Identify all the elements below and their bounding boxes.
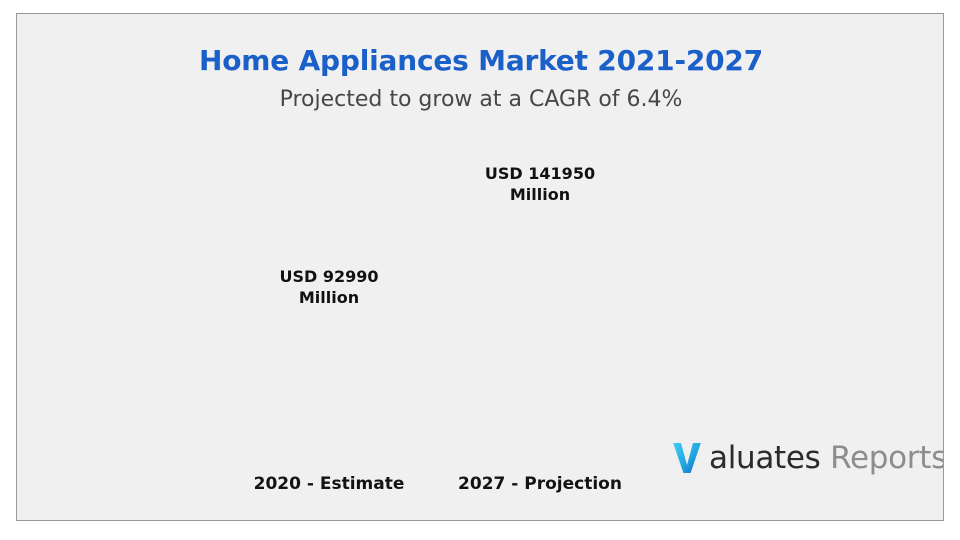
bar-value-line-2: Million [509, 184, 571, 204]
bar-value-line-1: USD 141950 [484, 163, 596, 183]
bar-category-label: 2027 - Projection [458, 474, 622, 494]
bar-value-line-2: Million [298, 287, 360, 307]
bar-value-label: USD 92990 Million [279, 266, 378, 308]
brand-wordmark: aluates Reports [709, 440, 944, 476]
bar-value-line-1: USD 92990 [279, 266, 379, 286]
brand-logo: aluates Reports [672, 436, 944, 480]
bar-group: USD 92990 Million 2020 - Estimate [254, 267, 405, 494]
brand-word-secondary-text: Reports [830, 440, 944, 476]
valuates-v-icon [673, 443, 701, 473]
chart-title: Home Appliances Market 2021-2027 [198, 44, 763, 77]
brand-word-secondary [821, 440, 831, 476]
chart-subtitle: Projected to grow at a CAGR of 6.4% [279, 87, 683, 112]
plot-area: USD 92990 Million 2020 - Estimate USD 14… [17, 14, 943, 520]
bar-category-label: 2020 - Estimate [253, 474, 405, 494]
chart-card: Home Appliances Market 2021-2027 Project… [16, 13, 944, 521]
bar-value-label: USD 141950 Million [485, 163, 595, 205]
brand-word-primary: aluates [709, 440, 821, 476]
bar-group: USD 141950 Million 2027 - Projection [458, 164, 622, 494]
